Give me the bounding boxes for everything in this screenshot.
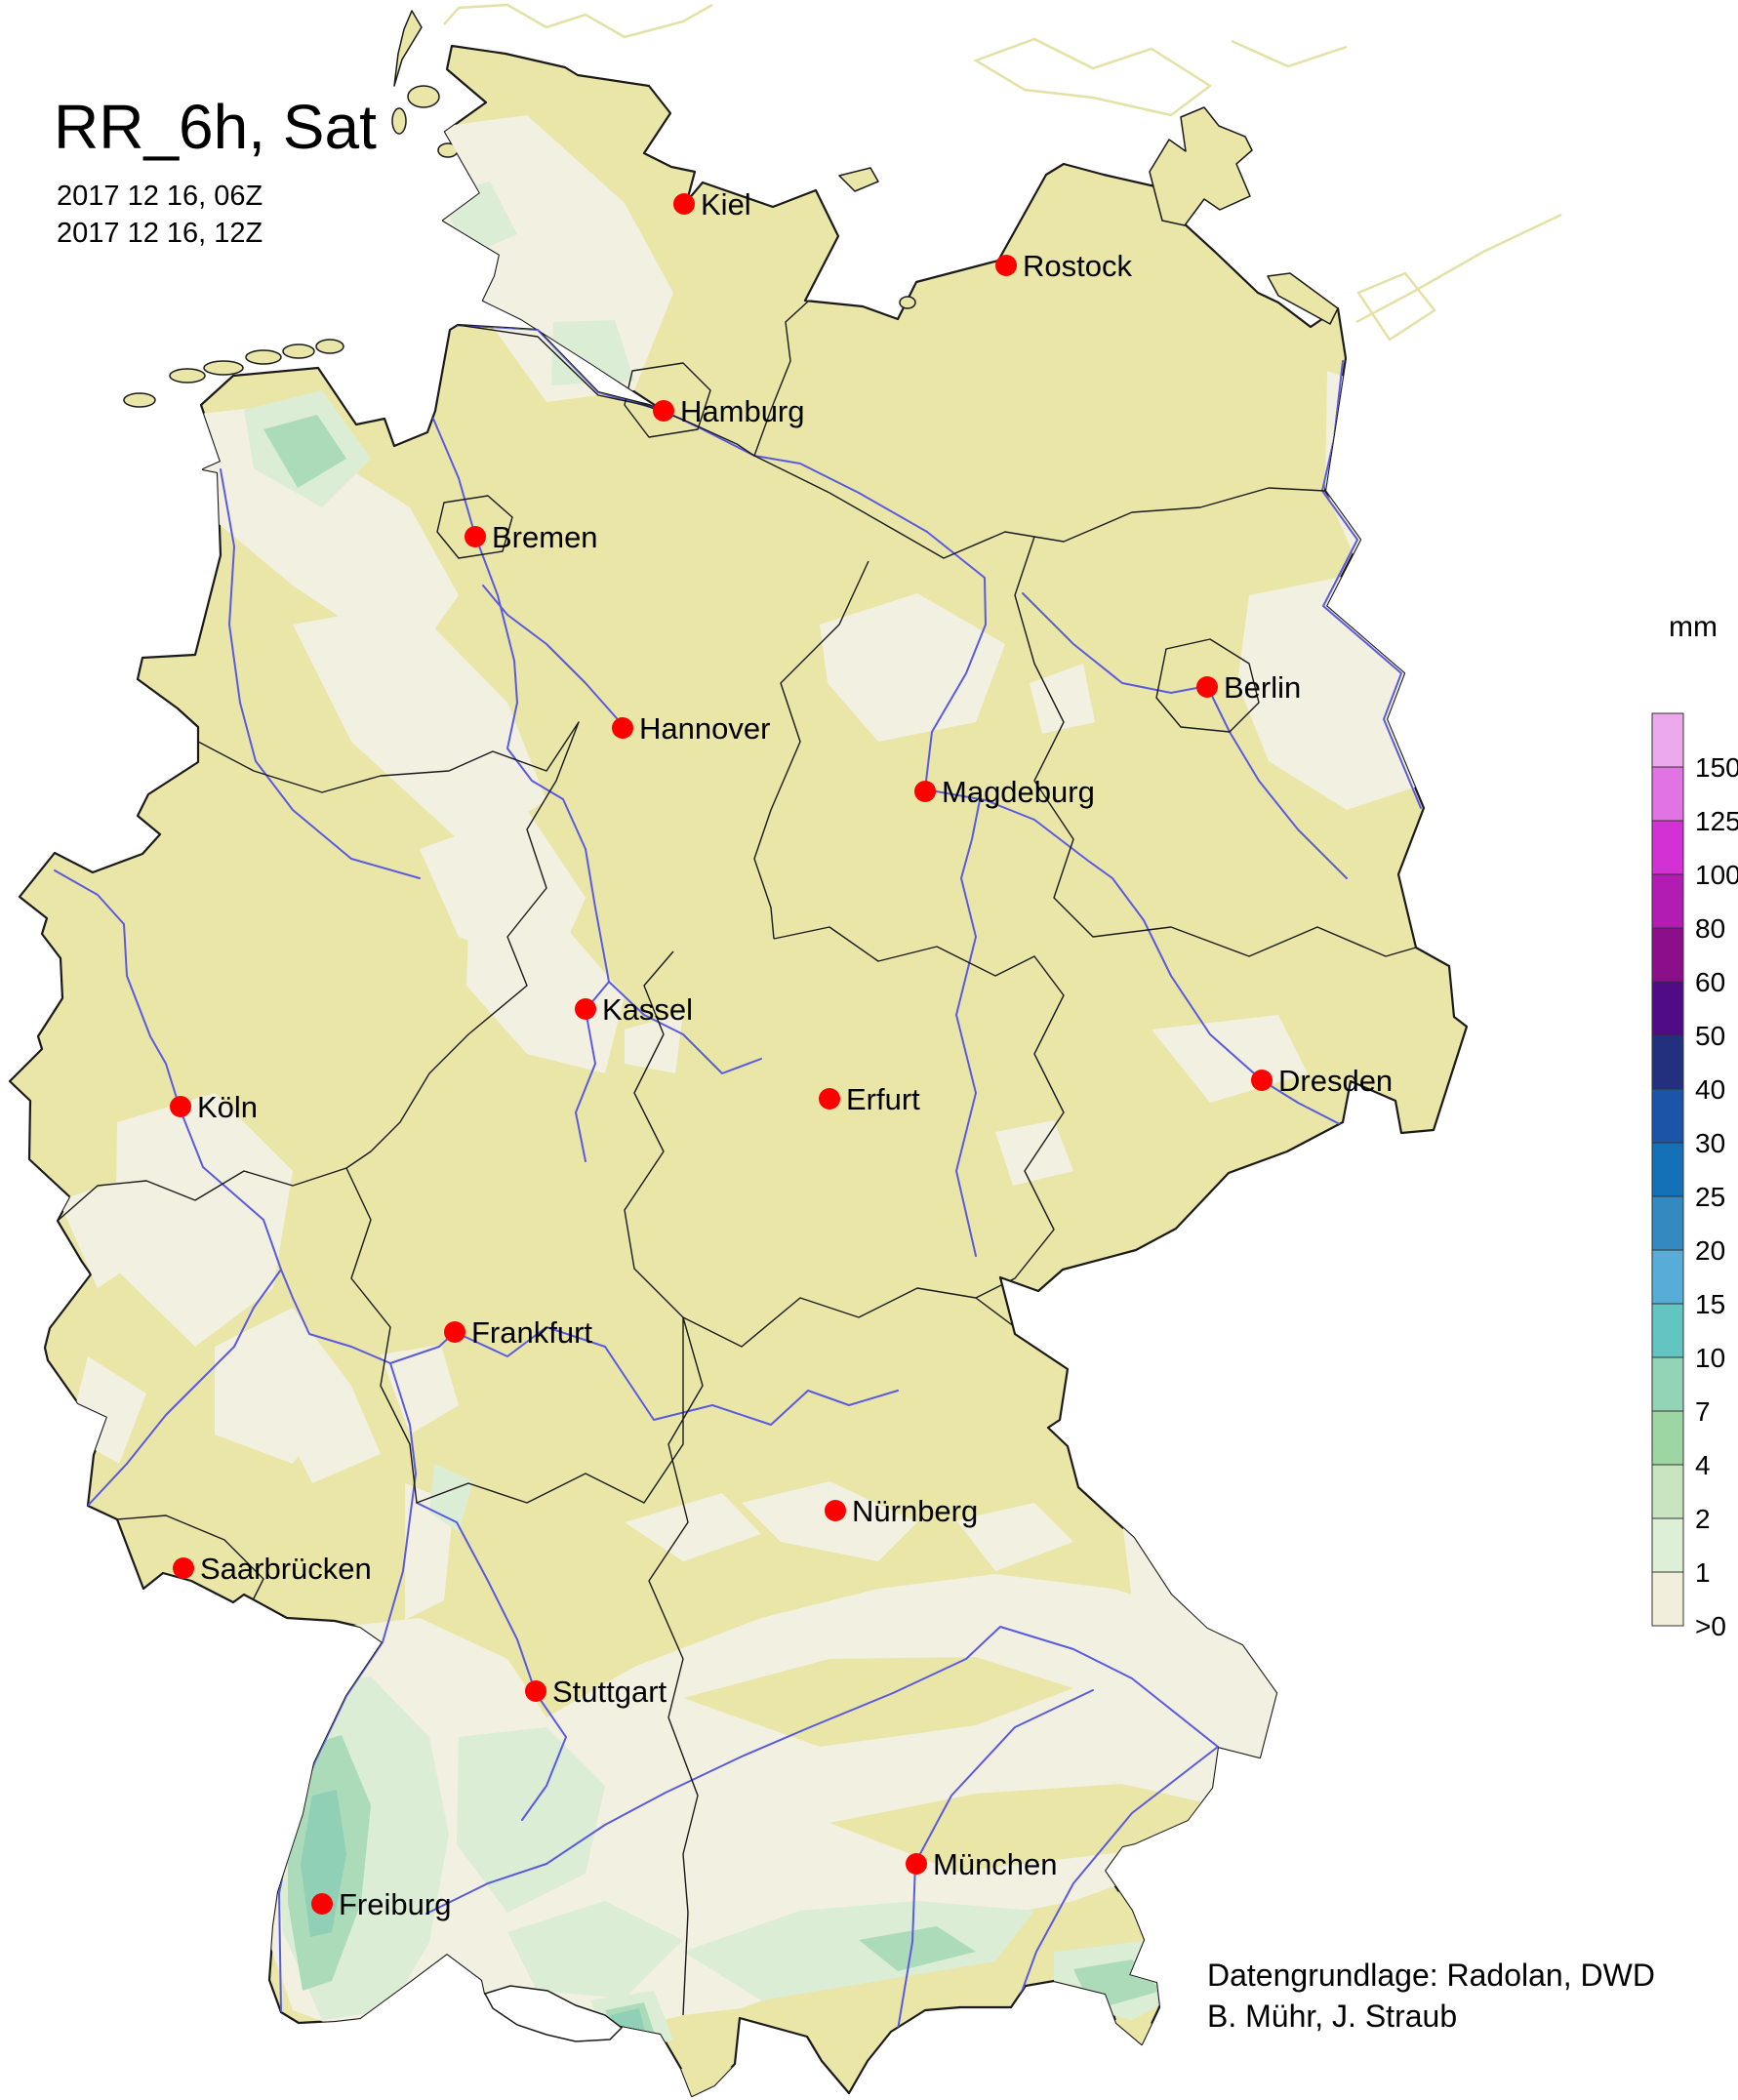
map-date-start: 2017 12 16, 06Z	[57, 181, 263, 212]
city-label: Hamburg	[680, 394, 805, 428]
city-label: Magdeburg	[942, 775, 1095, 809]
legend-tick-label: 100	[1695, 860, 1738, 890]
legend-swatch	[1651, 1303, 1684, 1358]
legend-tick-label: 4	[1695, 1450, 1711, 1480]
legend-tick-label: 80	[1695, 913, 1725, 944]
city-label: Berlin	[1224, 670, 1301, 705]
city-dot	[1196, 676, 1218, 698]
legend-tick-label: 25	[1695, 1182, 1725, 1212]
legend-swatch	[1651, 1034, 1684, 1090]
city-dot	[819, 1088, 840, 1110]
legend-tick-label: 150	[1695, 752, 1738, 783]
city-label: Dresden	[1278, 1064, 1393, 1098]
legend-tick-label: 2	[1695, 1504, 1711, 1534]
map-date-end: 2017 12 16, 12Z	[57, 218, 263, 249]
legend-swatch	[1651, 1142, 1684, 1197]
legend-tick-label: 7	[1695, 1396, 1711, 1427]
lake-constance	[483, 1985, 624, 2042]
legend-tick-label: 20	[1695, 1235, 1725, 1266]
attribution-line-1: Datengrundlage: Radolan, DWD	[1207, 1958, 1655, 1993]
city-dot	[653, 400, 674, 422]
city-dot	[673, 193, 695, 215]
city-label: Frankfurt	[471, 1315, 592, 1350]
city-label: Erfurt	[846, 1082, 920, 1116]
city-dot	[914, 781, 936, 802]
legend-colorbar: 150 125 100 80 60 50 40 30 25 20 15 10 7 4 2 1 >0	[1651, 712, 1738, 1641]
attribution-line-2: B. Mühr, J. Straub	[1207, 1999, 1457, 2034]
legend-swatch	[1651, 1571, 1684, 1627]
legend-unit-label: mm	[1669, 611, 1718, 643]
city-dot	[465, 526, 486, 547]
city-dot	[906, 1853, 927, 1875]
city-label: Köln	[197, 1090, 258, 1124]
legend-tick-label: 10	[1695, 1343, 1725, 1373]
legend-swatch	[1651, 1356, 1684, 1412]
city-dot	[612, 717, 633, 739]
legend-swatch	[1651, 1088, 1684, 1144]
neighbor-coastlines	[443, 3, 1562, 342]
legend-swatch	[1651, 1195, 1684, 1251]
city-dot	[825, 1500, 846, 1521]
legend-swatch	[1651, 1249, 1684, 1305]
city-label: Nürnberg	[852, 1494, 978, 1528]
city-label: Hannover	[639, 711, 770, 746]
city-label: Bremen	[492, 520, 598, 554]
city-dot	[173, 1557, 194, 1579]
legend-tick-label: 1	[1695, 1557, 1711, 1588]
city-label: Kiel	[701, 187, 751, 222]
legend-swatch	[1651, 1464, 1684, 1519]
city-dot	[995, 255, 1017, 276]
legend-swatch	[1651, 1410, 1684, 1466]
city-dot	[1251, 1070, 1273, 1091]
legend-tick-label: 30	[1695, 1128, 1725, 1158]
city-dot	[311, 1893, 333, 1915]
map-title: RR_6h, Sat	[54, 92, 377, 162]
legend-tick-label: >0	[1695, 1611, 1726, 1641]
legend-tick-label: 15	[1695, 1289, 1725, 1319]
city-label: Stuttgart	[552, 1675, 667, 1709]
legend-swatch	[1651, 712, 1684, 768]
legend-tick-label: 60	[1695, 967, 1725, 997]
city-label: Rostock	[1023, 249, 1132, 283]
legend-tick-label: 125	[1695, 806, 1738, 836]
city-dot	[575, 998, 596, 1020]
city-label: München	[933, 1847, 1058, 1881]
legend-swatch	[1651, 766, 1684, 822]
city-dot	[444, 1321, 465, 1343]
city-dot	[170, 1096, 191, 1117]
legend-swatch	[1651, 820, 1684, 875]
legend-swatch	[1651, 1517, 1684, 1573]
legend-swatch	[1651, 981, 1684, 1036]
city-dot	[525, 1680, 546, 1702]
rivers	[54, 324, 1422, 2031]
legend-tick-label: 50	[1695, 1021, 1725, 1051]
legend-swatch	[1651, 873, 1684, 929]
legend-tick-label: 40	[1695, 1074, 1725, 1105]
legend-swatch	[1651, 927, 1684, 983]
state-borders	[57, 300, 1417, 2016]
city-label: Kassel	[602, 992, 693, 1027]
city-label: Saarbrücken	[200, 1552, 372, 1586]
city-markers: Kiel Rostock Hamburg Bremen Hannover Berlin Ma…	[170, 187, 1393, 1921]
islands	[123, 10, 1339, 408]
city-label: Freiburg	[339, 1887, 451, 1921]
